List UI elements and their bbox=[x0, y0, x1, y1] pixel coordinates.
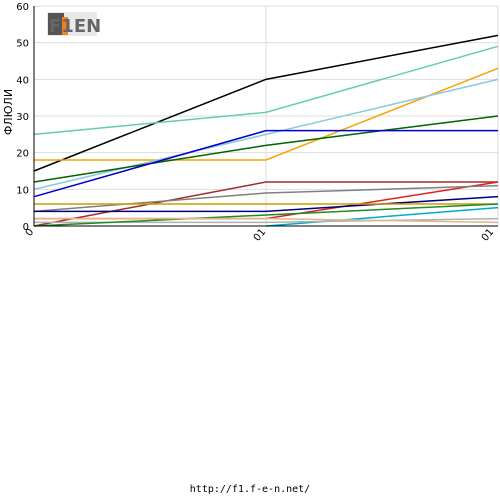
series-line-2 bbox=[33, 45, 499, 136]
logo-text: F1EN bbox=[49, 16, 101, 37]
logo-accent bbox=[62, 17, 68, 35]
series-line-1 bbox=[33, 34, 499, 172]
y-tick-label: 50 bbox=[16, 39, 29, 50]
series-line-6 bbox=[33, 129, 498, 198]
x-tick-label: 01 bbox=[252, 227, 269, 244]
series-line-5 bbox=[33, 115, 499, 183]
y-axis-label: ФЛЮЛИ bbox=[2, 89, 15, 135]
series-line-15 bbox=[34, 217, 499, 224]
logo-block bbox=[48, 13, 64, 35]
y-tick-label: 20 bbox=[16, 149, 29, 160]
series-line-4 bbox=[33, 78, 499, 191]
footer-url[interactable]: http://f1.f-e-n.net/ bbox=[189, 484, 311, 495]
y-tick-labels: 0 10 20 30 40 50 60 bbox=[16, 2, 29, 233]
y-tick-label: 30 bbox=[16, 112, 29, 123]
y-tick-label: 60 bbox=[16, 2, 29, 13]
x-tick-label: 0 bbox=[24, 227, 37, 239]
series-line-3 bbox=[34, 67, 499, 161]
y-tick-label: 10 bbox=[16, 185, 29, 196]
x-tick-label: 01 bbox=[480, 227, 497, 244]
series-line-12 bbox=[265, 206, 499, 227]
y-tick-label: 40 bbox=[16, 75, 29, 86]
f1en-logo: F1EN bbox=[47, 12, 101, 37]
axes bbox=[33, 6, 498, 227]
series-line-14 bbox=[33, 203, 499, 227]
x-tick-labels: 0 01 01 bbox=[24, 227, 497, 244]
series-line-10 bbox=[34, 195, 499, 213]
series-group bbox=[33, 34, 499, 227]
series-line-9 bbox=[33, 184, 499, 213]
y-tick-label: 0 bbox=[23, 222, 29, 233]
